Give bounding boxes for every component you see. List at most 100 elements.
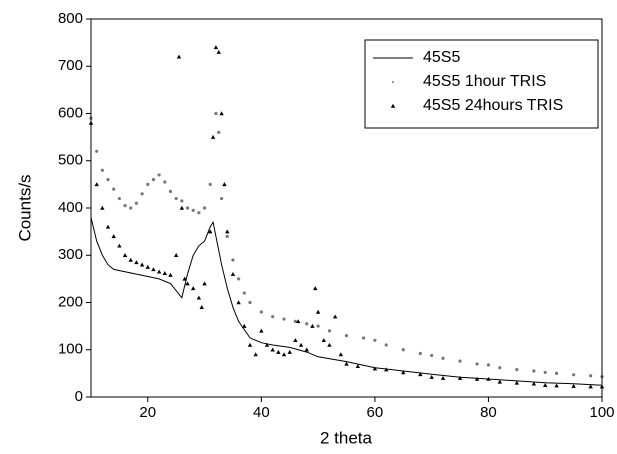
data-point	[327, 342, 332, 347]
data-point	[384, 343, 388, 347]
data-point	[338, 352, 344, 357]
y-axis-label: Counts/s	[15, 174, 34, 241]
data-point	[156, 269, 162, 274]
data-point	[270, 347, 275, 352]
data-point	[281, 352, 287, 357]
data-point	[208, 182, 212, 186]
data-point	[117, 196, 121, 201]
data-point	[202, 206, 207, 210]
data-point	[140, 192, 144, 196]
y-tick-label: 800	[58, 10, 83, 27]
data-point	[543, 382, 548, 387]
data-point	[259, 328, 264, 333]
data-point	[418, 372, 423, 377]
data-point	[373, 338, 377, 342]
data-point	[179, 205, 185, 210]
data-point	[253, 352, 258, 357]
data-point	[321, 338, 326, 343]
data-point	[225, 234, 229, 238]
data-point	[191, 208, 195, 212]
data-point	[313, 286, 318, 291]
data-point	[418, 351, 422, 356]
data-point	[361, 336, 366, 340]
y-tick-label: 700	[58, 57, 83, 74]
data-point	[219, 196, 224, 201]
data-point	[514, 380, 520, 385]
data-point	[384, 367, 389, 372]
data-point	[236, 300, 241, 305]
data-point	[196, 295, 202, 300]
data-point	[457, 375, 463, 380]
data-point	[168, 272, 173, 277]
data-point	[163, 180, 167, 184]
x-tick-label: 40	[253, 404, 270, 421]
data-point	[532, 369, 536, 373]
data-point	[191, 286, 196, 291]
data-point	[247, 342, 253, 347]
data-point	[94, 182, 99, 187]
x-tick-label: 100	[589, 404, 614, 421]
data-point	[117, 243, 122, 248]
data-point	[210, 134, 216, 139]
y-tick-label: 500	[58, 152, 83, 169]
data-point	[242, 291, 246, 295]
data-point	[111, 234, 116, 239]
data-point	[139, 262, 145, 267]
data-point	[276, 349, 281, 354]
data-point	[122, 253, 128, 258]
data-point	[202, 281, 207, 286]
data-point	[315, 309, 321, 314]
data-point	[213, 45, 219, 50]
data-point	[222, 182, 227, 187]
data-point	[401, 348, 405, 352]
data-point	[129, 206, 133, 210]
legend-label: 45S5 24hours TRIS	[423, 97, 563, 114]
data-point	[543, 370, 547, 375]
series-line	[90, 217, 603, 386]
data-point	[282, 317, 286, 321]
data-point	[214, 111, 218, 116]
data-point	[355, 364, 361, 369]
data-point	[293, 319, 297, 323]
data-point	[162, 271, 168, 275]
data-point	[554, 383, 559, 388]
data-point	[589, 374, 593, 378]
data-point	[429, 374, 434, 379]
data-point	[106, 178, 110, 182]
y-tick-label: 100	[58, 341, 83, 358]
data-point	[168, 189, 173, 194]
data-point	[151, 267, 156, 272]
legend-swatch	[390, 103, 396, 108]
y-tick-label: 200	[58, 293, 83, 310]
legend-swatch	[392, 81, 394, 83]
plot-frame	[90, 18, 603, 398]
data-point	[230, 271, 236, 276]
data-point	[174, 196, 178, 201]
data-point	[332, 314, 338, 319]
data-point	[588, 384, 593, 389]
data-point	[95, 149, 99, 153]
data-point	[197, 211, 201, 215]
data-point	[264, 342, 270, 347]
data-point	[185, 206, 190, 210]
data-point	[100, 168, 104, 172]
data-point	[208, 229, 213, 234]
data-point	[327, 329, 332, 333]
data-point	[134, 260, 139, 265]
data-point	[515, 367, 519, 372]
y-tick-label: 600	[58, 104, 83, 121]
data-point	[199, 305, 204, 309]
data-point	[271, 315, 275, 319]
data-point	[497, 379, 502, 384]
data-point	[440, 375, 446, 380]
data-point	[571, 383, 576, 388]
legend-label: 45S5 1hour TRIS	[423, 73, 546, 90]
data-point	[304, 347, 309, 352]
data-point	[430, 353, 434, 358]
data-point	[298, 342, 304, 347]
data-point	[531, 381, 537, 386]
data-point	[441, 356, 445, 360]
data-point	[242, 323, 247, 328]
data-point	[231, 258, 235, 262]
